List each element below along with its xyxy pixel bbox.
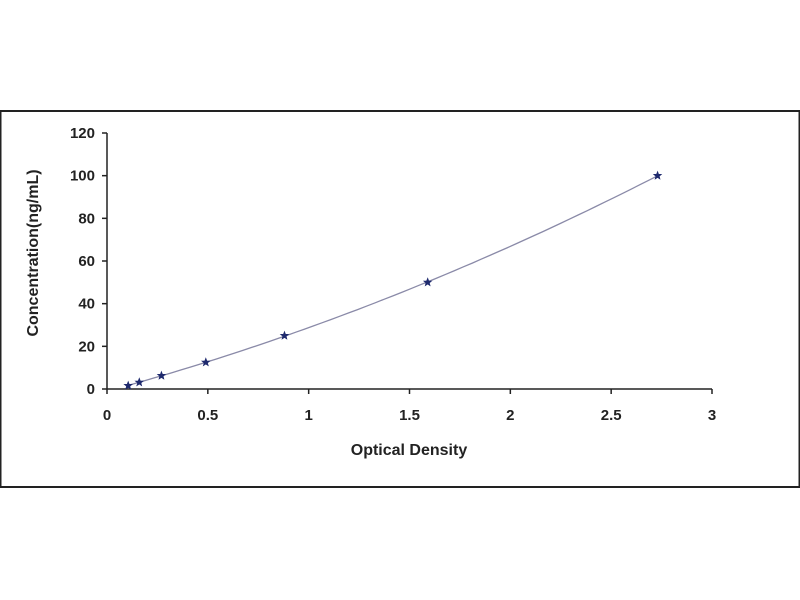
data-point	[123, 380, 134, 390]
y-tick-label: 100	[70, 168, 95, 185]
y-axis-title: Concentration(ng/mL)	[25, 169, 42, 336]
y-tick-label: 0	[87, 381, 95, 398]
y-tick-label: 40	[78, 296, 95, 313]
data-point	[200, 357, 211, 367]
data-point	[279, 330, 290, 340]
x-tick-label: 2.5	[601, 407, 622, 424]
data-point	[156, 370, 167, 380]
data-point	[134, 377, 145, 387]
x-tick-label: 1.5	[399, 407, 420, 424]
x-tick-label: 1	[304, 407, 312, 424]
x-axis-ticks: 0 0.5 1 1.5 2 2.5 3	[103, 389, 716, 424]
y-tick-label: 20	[78, 338, 95, 355]
fit-curve-line	[128, 175, 658, 387]
x-tick-label: 0	[103, 407, 111, 424]
x-axis-title: Optical Density	[351, 442, 468, 459]
y-tick-label: 80	[78, 210, 95, 227]
chart-frame	[0, 110, 800, 488]
x-tick-label: 3	[708, 407, 716, 424]
data-point	[652, 170, 663, 180]
y-tick-label: 120	[70, 125, 95, 142]
x-tick-label: 2	[506, 407, 514, 424]
data-point	[422, 277, 433, 287]
x-tick-label: 0.5	[197, 407, 218, 424]
y-tick-label: 60	[78, 253, 95, 270]
y-axis-ticks: 0 20 40 60 80 100 120	[70, 125, 107, 398]
data-points	[123, 170, 663, 390]
fit-curve	[128, 175, 658, 387]
